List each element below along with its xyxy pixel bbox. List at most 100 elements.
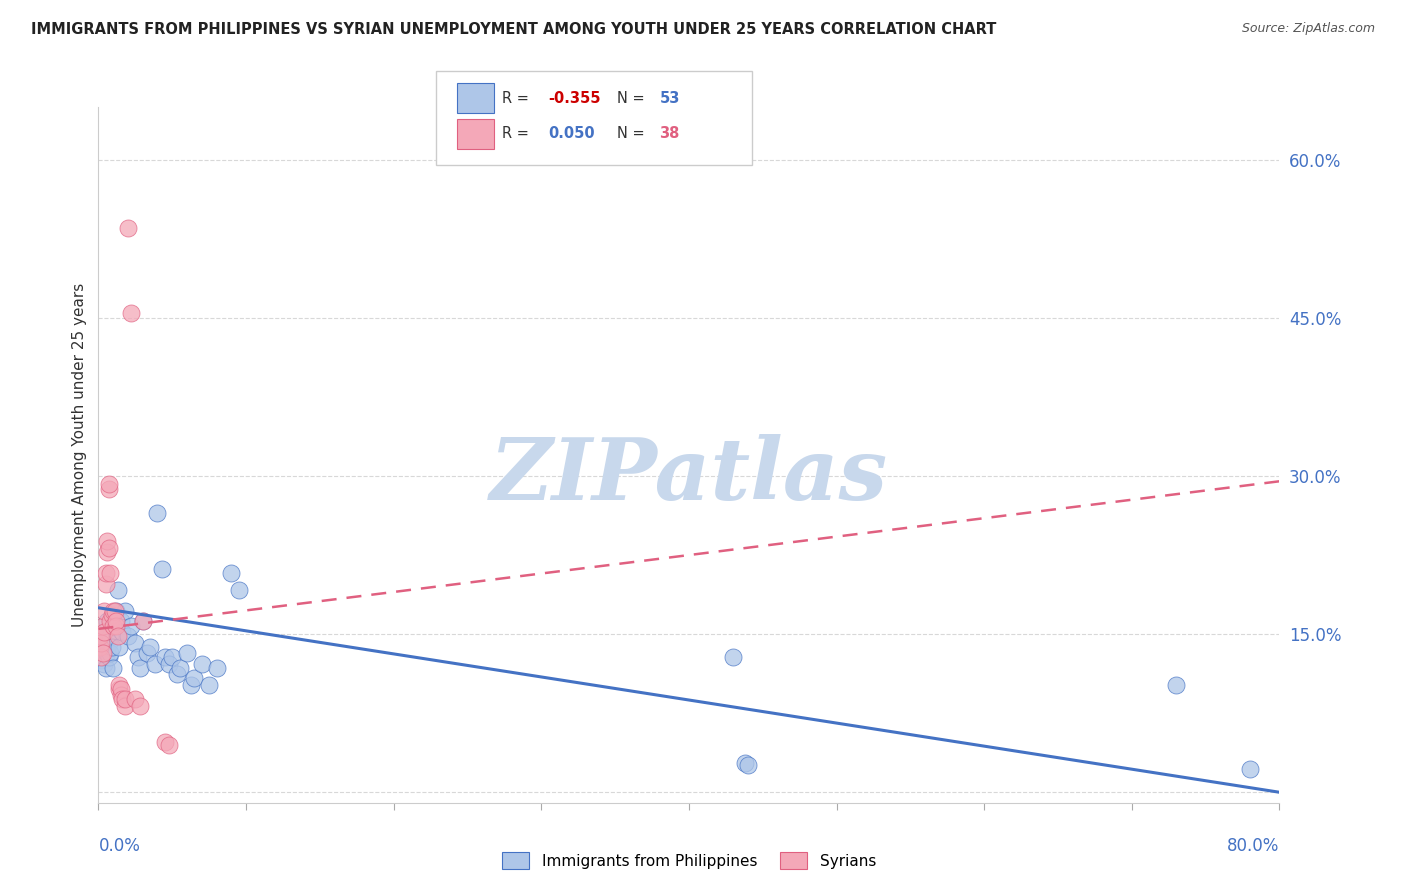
Point [97, 477, 120, 491]
Point [110, 681, 132, 696]
Text: 0.050: 0.050 [548, 127, 595, 141]
Point [146, 506, 169, 520]
Point [90, 635, 112, 649]
Point [111, 625, 134, 640]
Point [228, 582, 250, 597]
Point [93, 625, 115, 640]
Point [96, 646, 118, 660]
Point [180, 678, 202, 692]
Point [111, 692, 134, 706]
Point [128, 698, 150, 713]
Text: R =: R = [502, 127, 529, 141]
Point [117, 629, 139, 643]
Point [90, 653, 112, 667]
Point [105, 615, 128, 629]
Point [96, 534, 118, 549]
Text: R =: R = [502, 91, 529, 105]
Point [150, 562, 173, 576]
Point [132, 615, 155, 629]
Point [97, 541, 120, 555]
Point [108, 681, 131, 696]
Point [103, 618, 125, 632]
Point [110, 615, 132, 629]
Point [157, 738, 180, 752]
Point [153, 650, 176, 665]
Point [107, 629, 129, 643]
Point [162, 650, 183, 665]
Point [100, 608, 122, 623]
Point [103, 661, 125, 675]
Text: -0.355: -0.355 [548, 91, 600, 105]
Point [89, 648, 111, 663]
Point [105, 604, 128, 618]
Point [128, 661, 150, 675]
Point [98, 615, 121, 629]
Point [94, 576, 117, 591]
Point [132, 615, 155, 629]
Point [221, 566, 243, 580]
Point [198, 678, 221, 692]
Point [737, 757, 759, 772]
Point [176, 646, 198, 660]
Point [107, 582, 129, 597]
Point [89, 629, 111, 643]
Point [94, 640, 117, 654]
Point [124, 692, 146, 706]
Point [90, 650, 112, 665]
Point [91, 650, 114, 665]
Point [139, 640, 162, 654]
Point [100, 640, 122, 654]
Text: 53: 53 [659, 91, 679, 105]
Point [93, 657, 115, 671]
Point [114, 692, 136, 706]
Point [110, 688, 132, 702]
Point [166, 667, 188, 681]
Point [1239, 762, 1261, 776]
Text: IMMIGRANTS FROM PHILIPPINES VS SYRIAN UNEMPLOYMENT AMONG YOUTH UNDER 25 YEARS CO: IMMIGRANTS FROM PHILIPPINES VS SYRIAN UN… [31, 22, 997, 37]
Point [114, 604, 136, 618]
Text: 80.0%: 80.0% [1227, 837, 1279, 855]
Text: N =: N = [617, 127, 645, 141]
Point [108, 640, 131, 654]
Point [153, 734, 176, 748]
Point [91, 618, 114, 632]
Point [93, 604, 115, 618]
Point [205, 661, 228, 675]
Point [157, 657, 180, 671]
Point [120, 618, 142, 632]
Point [191, 657, 214, 671]
Point [105, 618, 128, 632]
Point [136, 646, 159, 660]
Point [94, 566, 117, 580]
Point [94, 661, 117, 675]
Point [91, 646, 114, 660]
Point [93, 625, 115, 640]
Text: Source: ZipAtlas.com: Source: ZipAtlas.com [1241, 22, 1375, 36]
Point [96, 545, 118, 559]
Point [97, 650, 120, 665]
Point [169, 661, 191, 675]
Point [104, 604, 127, 618]
Point [143, 657, 166, 671]
Point [96, 615, 118, 629]
Point [90, 640, 112, 654]
Point [97, 635, 120, 649]
Point [120, 305, 142, 319]
Point [98, 629, 121, 643]
Point [103, 604, 125, 618]
Text: ZIPatlas: ZIPatlas [489, 434, 889, 517]
Point [103, 618, 125, 632]
Text: 0.0%: 0.0% [98, 837, 141, 855]
Point [91, 629, 114, 643]
Point [723, 650, 745, 665]
Legend: Immigrants from Philippines, Syrians: Immigrants from Philippines, Syrians [496, 847, 882, 875]
Point [117, 221, 139, 235]
Point [98, 566, 121, 580]
Y-axis label: Unemployment Among Youth under 25 years: Unemployment Among Youth under 25 years [72, 283, 87, 627]
Text: 38: 38 [659, 127, 679, 141]
Point [98, 646, 121, 660]
Point [183, 672, 205, 686]
Text: N =: N = [617, 91, 645, 105]
Point [124, 635, 146, 649]
Point [734, 756, 756, 770]
